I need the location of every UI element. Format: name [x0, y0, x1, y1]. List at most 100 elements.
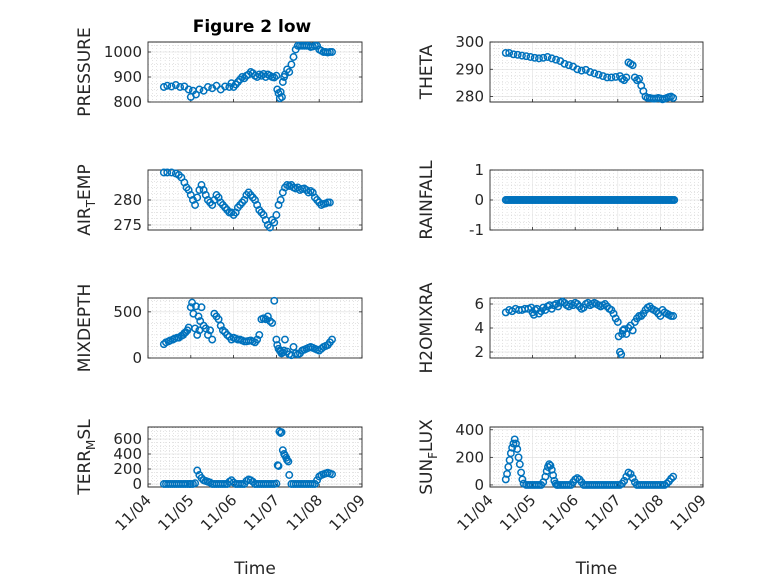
data-point	[218, 326, 227, 335]
data-point	[285, 471, 294, 479]
y-tick-label: 600	[113, 430, 142, 448]
y-tick-label: 290	[455, 60, 484, 78]
data-point	[552, 55, 560, 64]
y-tick-label: 6	[474, 295, 484, 313]
axes-frame	[489, 41, 704, 103]
data-point	[620, 476, 629, 485]
y-tick-label: 0	[474, 191, 484, 209]
data-point	[581, 65, 590, 74]
data-point	[278, 78, 287, 86]
y-tick-label: 2	[474, 343, 484, 361]
y-tick-label: 1000	[104, 43, 142, 61]
data-point	[194, 312, 203, 321]
data-point	[542, 467, 551, 476]
y-tick-label: 1	[474, 161, 484, 179]
data-point	[216, 321, 225, 330]
panel-h2omixra: 2 4 6 H2OMIXRA	[417, 282, 704, 374]
panel-pressure: 800 900 1000 PRESSURE	[75, 27, 363, 117]
data-point	[263, 312, 272, 321]
data-point	[613, 318, 622, 326]
data-point	[603, 73, 612, 82]
data-point	[510, 435, 519, 444]
data-point	[635, 74, 644, 83]
data-point	[513, 445, 522, 454]
data-point	[171, 81, 180, 89]
data-point	[617, 350, 626, 359]
data-point	[255, 330, 264, 339]
y-tick-label: 275	[113, 216, 142, 234]
data-point	[159, 168, 168, 177]
data-point	[272, 71, 281, 80]
y-tick-label: 400	[113, 445, 142, 463]
y-tick-label: 400	[455, 421, 484, 439]
data-point	[515, 460, 524, 469]
data-point	[564, 61, 573, 70]
data-point	[667, 474, 675, 483]
data-point	[221, 82, 229, 91]
data-point	[607, 73, 616, 82]
data-point	[547, 54, 556, 63]
data-point	[285, 68, 294, 76]
data-point	[191, 201, 200, 209]
y-tick-label: 200	[455, 448, 484, 466]
x-axis-label: Time	[575, 559, 618, 579]
y-tick-label: 800	[113, 93, 142, 111]
data-point	[669, 472, 678, 481]
data-point	[622, 73, 631, 82]
data-point	[270, 296, 279, 305]
panel-air-temp: 275 280 AIRTEMP	[75, 164, 363, 236]
y-tick-label: 200	[113, 460, 142, 478]
data-point	[197, 303, 206, 312]
data-point	[501, 48, 510, 57]
data-point	[530, 53, 539, 62]
data-point	[628, 326, 637, 335]
series-pressure	[159, 41, 336, 103]
data-point	[253, 335, 262, 344]
data-point	[526, 53, 535, 61]
data-point	[325, 198, 334, 207]
panel-mixdepth: 0 500 MIXDEPTH	[75, 284, 363, 373]
data-point	[223, 330, 232, 339]
y-tick-label: -1	[469, 221, 484, 239]
data-point	[163, 168, 172, 177]
data-point	[628, 61, 637, 70]
data-point	[539, 53, 548, 62]
data-point	[669, 93, 678, 102]
data-point	[278, 93, 286, 101]
data-point	[167, 82, 176, 91]
data-point	[283, 456, 292, 464]
axes-frame	[147, 297, 363, 359]
y-axis-label: THETA	[417, 44, 437, 100]
data-point	[272, 211, 281, 219]
y-tick-label: 500	[113, 303, 142, 321]
y-tick-label: 0	[474, 476, 484, 494]
figure-title: Figure 2 low	[193, 17, 312, 37]
data-point	[628, 474, 637, 482]
data-point	[577, 66, 586, 75]
data-point	[518, 475, 527, 484]
data-point	[186, 303, 195, 312]
y-axis-label: MIXDEPTH	[75, 284, 95, 373]
panel-theta: 280 290 300 THETA	[417, 33, 704, 106]
data-point	[669, 312, 678, 320]
data-point	[277, 428, 286, 437]
y-tick-label: 280	[455, 88, 484, 106]
series-theta	[501, 48, 678, 104]
data-point	[276, 88, 285, 96]
y-axis-label: RAINFALL	[417, 160, 437, 240]
data-point	[543, 53, 552, 61]
data-point	[289, 53, 298, 61]
y-axis-label: PRESSURE	[75, 27, 95, 116]
grid-sun-flux	[489, 427, 704, 487]
data-point	[328, 470, 336, 479]
data-point	[208, 335, 217, 344]
data-point	[598, 72, 607, 81]
data-point	[272, 335, 281, 344]
data-point	[203, 83, 212, 91]
data-point	[509, 439, 518, 448]
data-point	[167, 168, 176, 177]
series-rainfall	[501, 196, 679, 204]
data-point	[176, 83, 185, 91]
y-axis-label: H2OMIXRA	[417, 282, 437, 373]
